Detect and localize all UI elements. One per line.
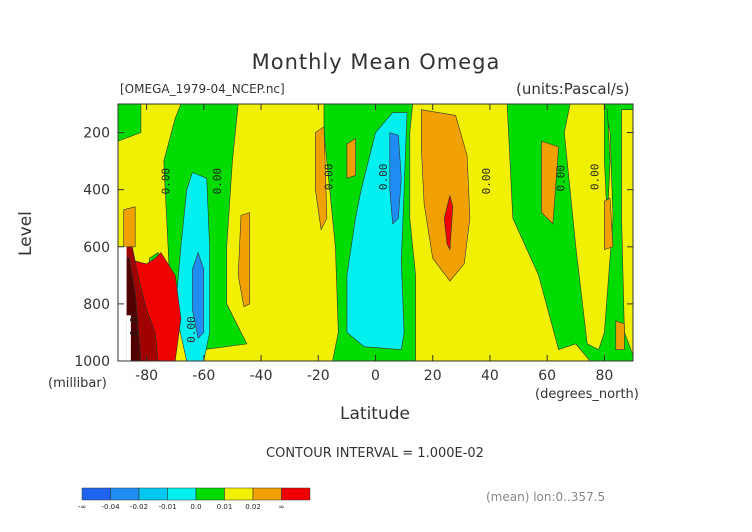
- contour-label: 0.00: [589, 164, 602, 191]
- region-orange-ne: [541, 140, 559, 225]
- x-tick-label: -40: [250, 368, 273, 384]
- mean-note: (mean) lon:0..357.5: [486, 490, 606, 504]
- contour-label: 0.00: [480, 168, 493, 195]
- legend-label: -∞: [78, 503, 86, 511]
- legend-label: -0.01: [158, 503, 176, 511]
- region-blue-equator: [389, 132, 402, 225]
- contour-label: 0.00: [323, 164, 336, 191]
- legend-label: 0.02: [245, 503, 261, 511]
- axis-ticks: -80 -60 -40 -20 0 20 40 60 80 200 400 600 800 1000: [74, 104, 633, 384]
- legend-swatch: [81, 487, 111, 501]
- legend-swatch: [167, 487, 197, 501]
- legend-label: ∞: [279, 503, 285, 511]
- y-tick-label: 200: [83, 126, 110, 142]
- legend-swatch: [224, 487, 254, 501]
- region-red-north: [443, 195, 454, 251]
- legend-swatch: [195, 487, 225, 501]
- region-yellow-north-edge: [621, 109, 634, 356]
- legend-swatch: [252, 487, 282, 501]
- y-tick-label: 600: [83, 240, 110, 256]
- region-orange-west: [123, 206, 136, 248]
- x-axis-title: Latitude: [340, 404, 410, 424]
- legend-label: -0.02: [130, 503, 148, 511]
- x-tick-label: -60: [192, 368, 215, 384]
- region-orange-eq: [346, 137, 356, 179]
- x-tick-label: 0: [371, 368, 380, 384]
- region-missing-topography-step: [126, 315, 131, 361]
- legend-swatch: [138, 487, 168, 501]
- region-orange-nne: [604, 197, 614, 251]
- x-tick-label: -20: [307, 368, 330, 384]
- contour-label: 0.00: [211, 168, 224, 195]
- region-green-north-sliver: [604, 106, 611, 222]
- legend-label: 0.01: [217, 503, 233, 511]
- region-orange-nne-low: [615, 320, 625, 350]
- y-tick-label: 800: [83, 297, 110, 313]
- y-tick-label: 400: [83, 183, 110, 199]
- contour-label: 0.00: [160, 168, 173, 195]
- legend-swatch: [110, 487, 140, 501]
- x-tick-label: 80: [595, 368, 613, 384]
- x-tick-label: 40: [481, 368, 499, 384]
- x-tick-label: 60: [538, 368, 556, 384]
- region-blue-south: [192, 251, 205, 339]
- legend-swatch: [281, 487, 311, 501]
- contour-label: 0.00: [185, 316, 198, 343]
- region-orange-midsouth: [315, 126, 328, 231]
- x-tick-label: -80: [135, 368, 158, 384]
- file-label: [OMEGA_1979-04_NCEP.nc]: [120, 82, 285, 96]
- legend-label: -0.04: [101, 503, 120, 511]
- y-tick-label: 1000: [74, 354, 110, 370]
- legend-label: 0.0: [190, 503, 201, 511]
- color-legend: -∞ -0.04 -0.02 -0.01 0.0 0.01 0.02 ∞: [78, 487, 311, 511]
- contour-labels: 0.00 0.00 0.00 0.00 0.00 0.00 0.00 0.00 -0.0: [128, 164, 602, 343]
- x-axis-unit: (degrees_north): [535, 387, 639, 402]
- y-axis-unit: (millibar): [48, 376, 107, 391]
- contour-label: -0.0: [128, 316, 141, 343]
- x-tick-label: 20: [424, 368, 442, 384]
- contour-label: 0.00: [554, 165, 567, 192]
- units-label: (units:Pascal/s): [516, 80, 630, 98]
- contour-interval-label: CONTOUR INTERVAL = 1.000E-02: [266, 446, 484, 461]
- chart-title: Monthly Mean Omega: [251, 50, 501, 74]
- region-orange-south: [237, 212, 250, 308]
- contour-fills: [117, 103, 634, 362]
- contour-label: 0.00: [377, 164, 390, 191]
- region-orange-north: [420, 109, 471, 282]
